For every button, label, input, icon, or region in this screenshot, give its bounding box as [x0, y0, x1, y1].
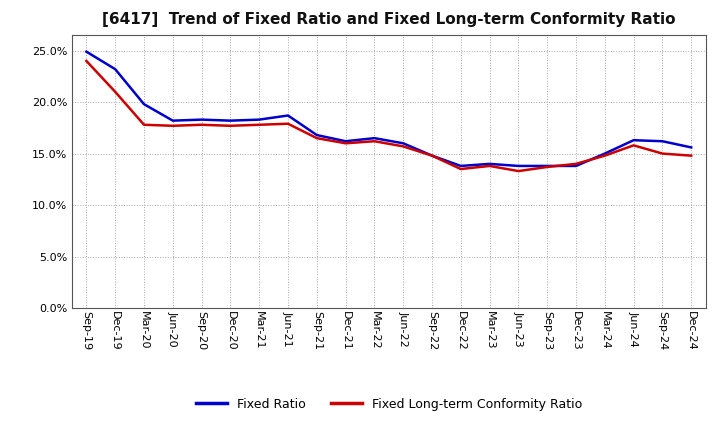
Fixed Ratio	[111, 66, 120, 72]
Fixed Ratio	[284, 113, 292, 118]
Fixed Long-term Conformity Ratio	[197, 122, 206, 128]
Fixed Long-term Conformity Ratio	[687, 153, 696, 158]
Fixed Long-term Conformity Ratio	[658, 151, 667, 156]
Fixed Ratio	[341, 139, 350, 144]
Fixed Long-term Conformity Ratio	[168, 123, 177, 128]
Fixed Long-term Conformity Ratio	[140, 122, 148, 128]
Fixed Long-term Conformity Ratio	[600, 153, 609, 158]
Legend: Fixed Ratio, Fixed Long-term Conformity Ratio: Fixed Ratio, Fixed Long-term Conformity …	[191, 393, 587, 416]
Fixed Ratio	[687, 145, 696, 150]
Fixed Ratio	[658, 139, 667, 144]
Fixed Long-term Conformity Ratio	[312, 136, 321, 141]
Fixed Long-term Conformity Ratio	[399, 144, 408, 149]
Fixed Long-term Conformity Ratio	[255, 122, 264, 128]
Fixed Ratio	[399, 141, 408, 146]
Fixed Long-term Conformity Ratio	[341, 141, 350, 146]
Title: [6417]  Trend of Fixed Ratio and Fixed Long-term Conformity Ratio: [6417] Trend of Fixed Ratio and Fixed Lo…	[102, 12, 675, 27]
Fixed Long-term Conformity Ratio	[572, 161, 580, 166]
Fixed Ratio	[600, 151, 609, 156]
Fixed Ratio	[572, 163, 580, 169]
Fixed Ratio	[485, 161, 494, 166]
Fixed Long-term Conformity Ratio	[428, 153, 436, 158]
Fixed Long-term Conformity Ratio	[485, 163, 494, 169]
Fixed Long-term Conformity Ratio	[226, 123, 235, 128]
Fixed Ratio	[456, 163, 465, 169]
Line: Fixed Long-term Conformity Ratio: Fixed Long-term Conformity Ratio	[86, 61, 691, 171]
Fixed Ratio	[514, 163, 523, 169]
Fixed Ratio	[82, 49, 91, 54]
Fixed Long-term Conformity Ratio	[456, 166, 465, 172]
Fixed Ratio	[255, 117, 264, 122]
Fixed Ratio	[543, 163, 552, 169]
Fixed Long-term Conformity Ratio	[82, 58, 91, 63]
Fixed Ratio	[370, 136, 379, 141]
Line: Fixed Ratio: Fixed Ratio	[86, 51, 691, 166]
Fixed Ratio	[197, 117, 206, 122]
Fixed Long-term Conformity Ratio	[370, 139, 379, 144]
Fixed Ratio	[168, 118, 177, 123]
Fixed Ratio	[140, 102, 148, 107]
Fixed Ratio	[226, 118, 235, 123]
Fixed Long-term Conformity Ratio	[111, 89, 120, 95]
Fixed Ratio	[428, 153, 436, 158]
Fixed Long-term Conformity Ratio	[629, 143, 638, 148]
Fixed Ratio	[629, 138, 638, 143]
Fixed Long-term Conformity Ratio	[543, 164, 552, 169]
Fixed Long-term Conformity Ratio	[514, 169, 523, 174]
Fixed Long-term Conformity Ratio	[284, 121, 292, 126]
Fixed Ratio	[312, 132, 321, 138]
